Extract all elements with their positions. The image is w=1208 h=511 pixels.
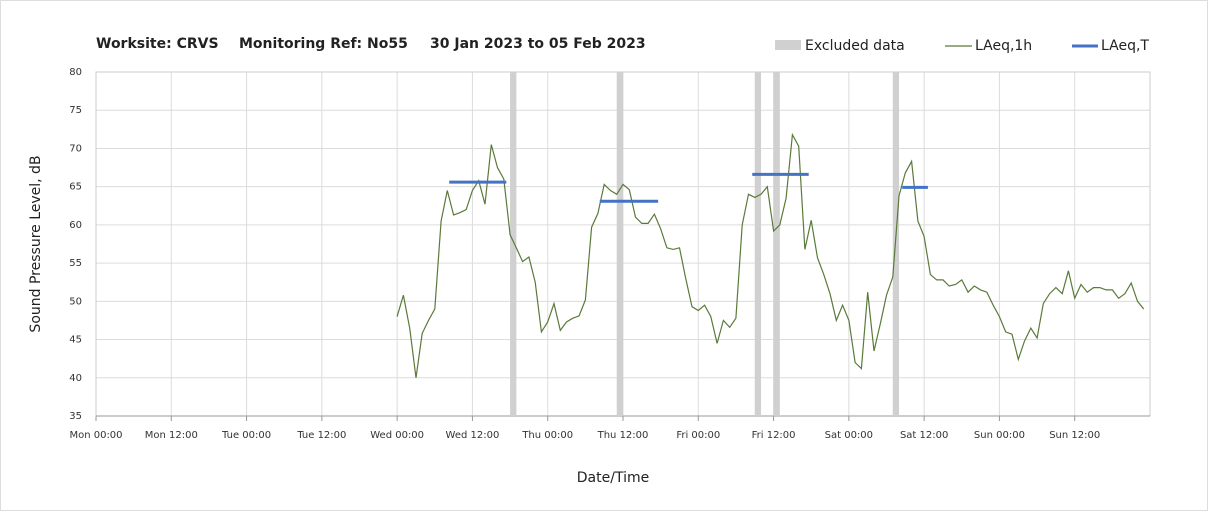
y-axis-label: Sound Pressure Level, dB	[28, 155, 44, 332]
x-tick-label: Tue 00:00	[221, 430, 271, 441]
excluded-band	[616, 72, 623, 416]
title-part: Worksite: CRVS	[96, 36, 219, 52]
x-tick-label: Sun 00:00	[974, 430, 1025, 441]
excluded-band	[510, 72, 517, 416]
y-tick-label: 60	[69, 220, 82, 231]
x-axis-label: Date/Time	[577, 470, 649, 486]
x-tick-label: Wed 00:00	[370, 430, 424, 441]
title: Worksite: CRVS Monitoring Ref: No55 30 J…	[96, 36, 646, 52]
excluded-band	[754, 72, 762, 416]
y-tick-label: 50	[69, 296, 82, 307]
x-tick-label: Sat 00:00	[825, 430, 873, 441]
line-series	[396, 132, 1145, 378]
x-tick-label: Mon 12:00	[145, 430, 198, 441]
y-tick-label: 65	[69, 182, 82, 193]
excluded-band	[773, 72, 780, 416]
legend-label: LAeq,1h	[975, 38, 1032, 54]
x-tick-label: Thu 12:00	[597, 430, 649, 441]
x-tick-label: Tue 12:00	[296, 430, 346, 441]
title-part: Monitoring Ref: No55	[239, 36, 408, 52]
x-tick-label: Sun 12:00	[1049, 430, 1100, 441]
y-tick-label: 40	[69, 373, 82, 384]
legend-swatch	[775, 40, 801, 50]
x-tick-label: Fri 12:00	[752, 430, 796, 441]
y-tick-label: 75	[69, 105, 82, 116]
x-tick-label: Wed 12:00	[446, 430, 500, 441]
x-tick-label: Thu 00:00	[521, 430, 573, 441]
y-tick-label: 80	[69, 67, 82, 78]
y-tick-label: 70	[69, 143, 82, 154]
y-tick-label: 35	[69, 411, 82, 422]
x-tick-label: Sat 12:00	[900, 430, 948, 441]
legend-label: Excluded data	[805, 38, 905, 54]
y-tick-label: 45	[69, 335, 82, 346]
x-tick-label: Mon 00:00	[69, 430, 122, 441]
x-tick-label: Fri 00:00	[676, 430, 720, 441]
y-tick-label: 55	[69, 258, 82, 269]
title-part: 30 Jan 2023 to 05 Feb 2023	[430, 36, 646, 52]
legend-label: LAeq,T	[1101, 38, 1149, 54]
